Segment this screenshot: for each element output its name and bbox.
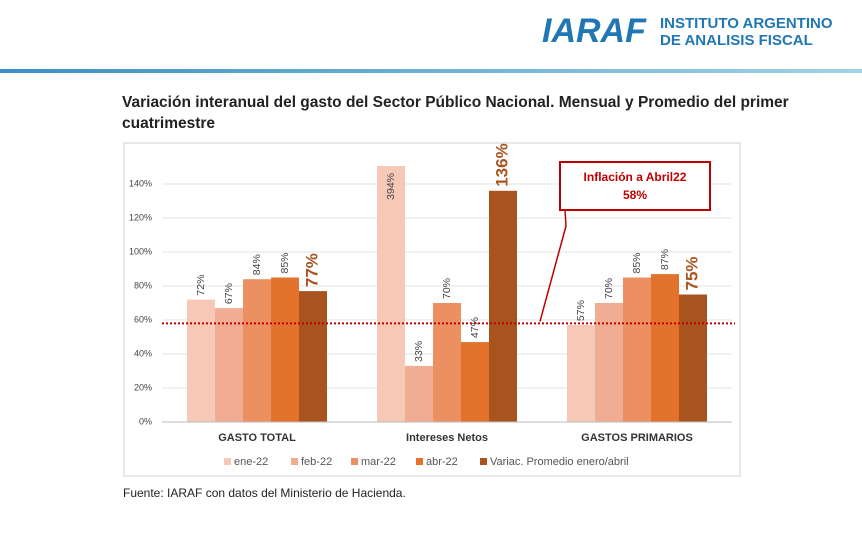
value-label: 70% (441, 278, 453, 299)
legend-label: Variac. Promedio enero/abril (490, 456, 629, 468)
value-label: 47% (469, 317, 481, 338)
bar (405, 365, 433, 422)
value-label: 136% (492, 143, 511, 186)
legend-label: feb-22 (301, 456, 332, 468)
y-tick-label: 140% (129, 178, 152, 188)
legend-label: ene-22 (234, 456, 268, 468)
value-label: 57% (575, 300, 587, 321)
x-tick-label: GASTO TOTAL (218, 432, 296, 444)
value-label: 87% (659, 249, 671, 270)
value-label: 33% (413, 341, 425, 362)
bar (567, 325, 595, 422)
annotation-label: 58% (623, 188, 647, 202)
value-label: 85% (631, 252, 643, 273)
legend-swatch (480, 458, 487, 465)
value-label: 72% (195, 275, 207, 296)
plot (187, 166, 707, 422)
y-tick-label: 40% (134, 348, 152, 358)
chart-title: Variación interanual del gasto del Secto… (122, 94, 789, 132)
logo: IARAF (542, 12, 647, 50)
bar (461, 342, 489, 422)
value-label: 70% (603, 278, 615, 299)
bar (377, 166, 405, 422)
legend-swatch (224, 458, 231, 465)
y-tick-label: 120% (129, 212, 152, 222)
value-label: 85% (279, 252, 291, 273)
value-label: 67% (223, 283, 235, 304)
legend-swatch (351, 458, 358, 465)
annotation-text: Inflación a Abril22 (584, 170, 687, 184)
bar (679, 294, 707, 422)
y-tick-label: 0% (139, 416, 152, 426)
legend-label: abr-22 (426, 456, 458, 468)
legend-swatch (291, 458, 298, 465)
y-tick-label: 80% (134, 280, 152, 290)
org-name: DE ANALISIS FISCAL (660, 32, 813, 49)
y-tick-label: 60% (134, 314, 152, 324)
header-rule (0, 69, 862, 73)
bar (187, 299, 215, 422)
bar (271, 277, 299, 422)
bar (595, 303, 623, 422)
title-box: Variación interanual del gasto del Secto… (122, 94, 789, 132)
x-tick-label: Intereses Netos (406, 432, 488, 444)
bar (215, 308, 243, 422)
annotation-leader (539, 209, 567, 322)
source: Fuente: IARAF con datos del Ministerio d… (123, 486, 406, 500)
bar (299, 291, 327, 422)
x-tick-label: GASTOS PRIMARIOS (581, 432, 693, 444)
y-tick-label: 20% (134, 382, 152, 392)
legend-label: mar-22 (361, 456, 396, 468)
bar (489, 190, 517, 422)
y-tick-label: 100% (129, 246, 152, 256)
value-label: 84% (251, 254, 263, 275)
legend-swatch (416, 458, 423, 465)
bar (433, 303, 461, 422)
value-label: 75% (682, 256, 701, 290)
bar (623, 277, 651, 422)
value-label: 394% (385, 173, 397, 200)
annotation-box (559, 161, 711, 211)
value-label: 77% (302, 253, 321, 287)
bar (243, 279, 271, 422)
org-name: INSTITUTO ARGENTINO (660, 15, 833, 32)
bar (651, 274, 679, 422)
